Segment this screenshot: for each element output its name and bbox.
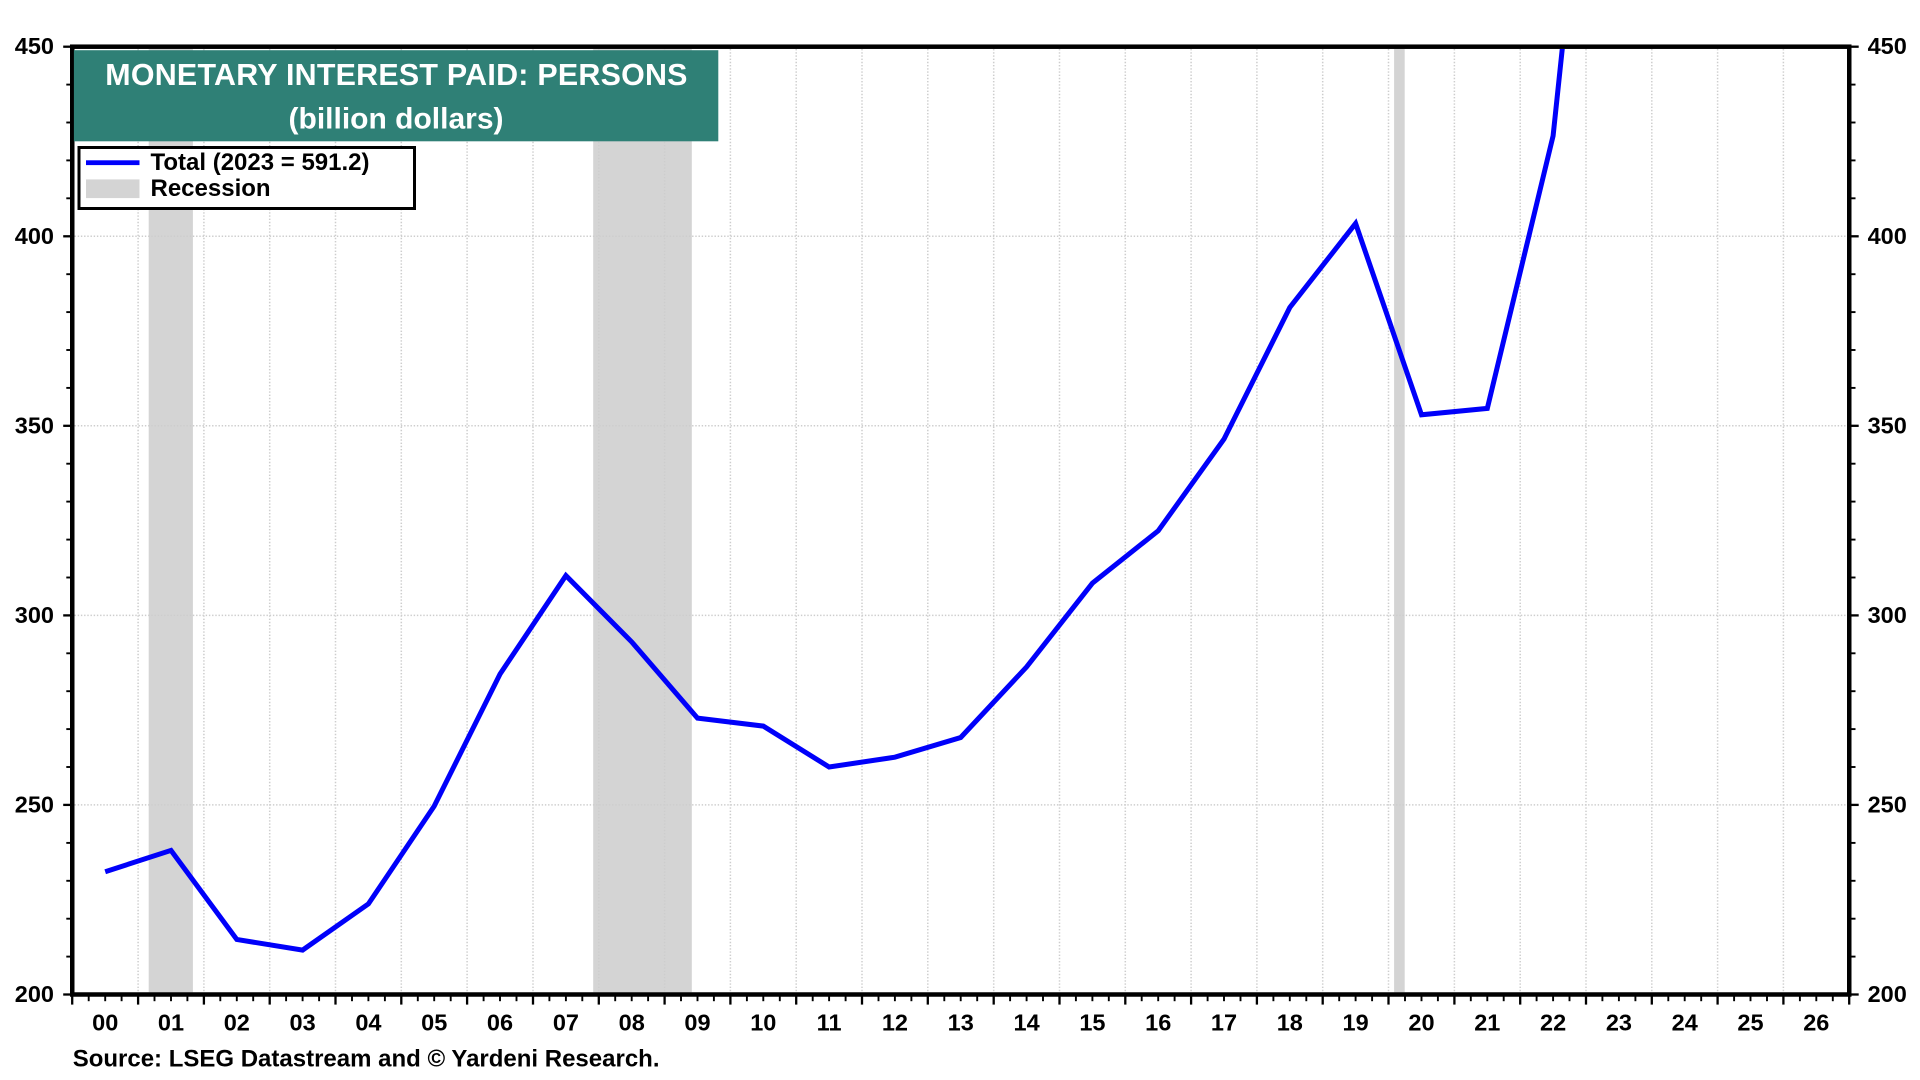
svg-text:24: 24	[1672, 1010, 1698, 1036]
svg-text:Total (2023 = 591.2): Total (2023 = 591.2)	[151, 149, 370, 176]
svg-text:450: 450	[1868, 33, 1907, 59]
svg-text:250: 250	[1868, 791, 1907, 817]
svg-text:250: 250	[15, 791, 54, 817]
svg-text:21: 21	[1474, 1010, 1500, 1036]
svg-text:04: 04	[355, 1010, 381, 1036]
svg-text:22: 22	[1540, 1010, 1566, 1036]
svg-text:200: 200	[1868, 981, 1907, 1007]
svg-text:16: 16	[1145, 1010, 1171, 1036]
svg-text:09: 09	[684, 1010, 710, 1036]
svg-text:05: 05	[421, 1010, 447, 1036]
svg-text:14: 14	[1014, 1010, 1040, 1036]
svg-text:MONETARY INTEREST PAID: PERSON: MONETARY INTEREST PAID: PERSONS	[105, 58, 687, 92]
svg-text:02: 02	[224, 1010, 250, 1036]
svg-text:350: 350	[15, 412, 54, 438]
svg-text:20: 20	[1408, 1010, 1434, 1036]
svg-text:23: 23	[1606, 1010, 1632, 1036]
svg-text:08: 08	[619, 1010, 645, 1036]
svg-text:17: 17	[1211, 1010, 1237, 1036]
svg-text:12: 12	[882, 1010, 908, 1036]
svg-text:06: 06	[487, 1010, 513, 1036]
svg-text:07: 07	[553, 1010, 579, 1036]
svg-text:18: 18	[1277, 1010, 1303, 1036]
svg-text:15: 15	[1079, 1010, 1105, 1036]
svg-text:11: 11	[817, 1010, 842, 1036]
svg-text:19: 19	[1343, 1010, 1369, 1036]
svg-text:10: 10	[750, 1010, 776, 1036]
svg-text:400: 400	[1868, 223, 1907, 249]
svg-text:25: 25	[1737, 1010, 1763, 1036]
svg-text:450: 450	[15, 33, 54, 59]
svg-text:Recession: Recession	[151, 175, 271, 202]
svg-text:200: 200	[15, 981, 54, 1007]
svg-text:400: 400	[15, 223, 54, 249]
svg-text:26: 26	[1803, 1010, 1829, 1036]
svg-text:01: 01	[158, 1010, 184, 1036]
svg-text:03: 03	[290, 1010, 316, 1036]
svg-text:(billion dollars): (billion dollars)	[289, 103, 504, 136]
svg-text:300: 300	[15, 602, 54, 628]
svg-text:13: 13	[948, 1010, 974, 1036]
svg-text:00: 00	[92, 1010, 118, 1036]
svg-text:350: 350	[1868, 412, 1907, 438]
svg-text:300: 300	[1868, 602, 1907, 628]
svg-text:Source: LSEG Datastream and ©: Source: LSEG Datastream and © Yardeni Re…	[73, 1045, 660, 1072]
